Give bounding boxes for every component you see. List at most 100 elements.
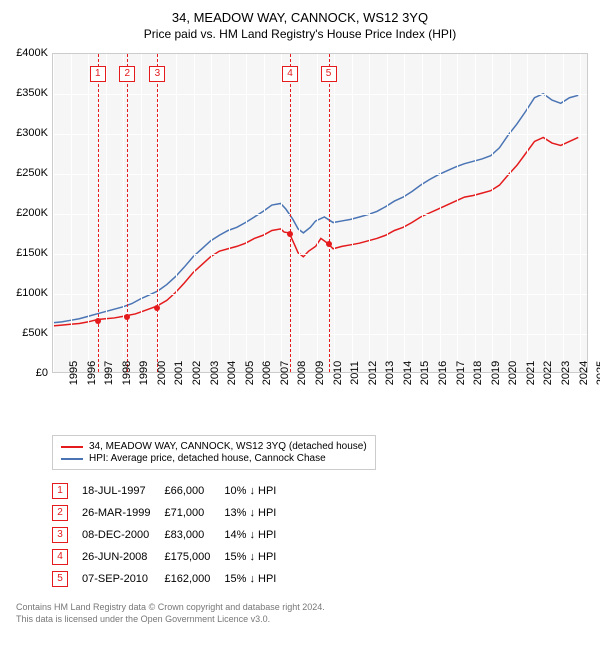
sale-marker-badge: 1 [90, 66, 106, 82]
sale-badge: 5 [52, 571, 68, 587]
gridline-v [317, 54, 318, 372]
gridline-v [387, 54, 388, 372]
gridline-v [53, 54, 54, 372]
sale-marker-line [329, 54, 330, 372]
footer-line-1: Contains HM Land Registry data © Crown c… [16, 602, 592, 614]
gridline-v [492, 54, 493, 372]
sale-badge: 4 [52, 549, 68, 565]
gridline-v [176, 54, 177, 372]
gridline-v [563, 54, 564, 372]
gridline-v [545, 54, 546, 372]
legend-label: HPI: Average price, detached house, Cann… [89, 453, 326, 464]
gridline-v [211, 54, 212, 372]
sale-delta: 10% ↓ HPI [224, 480, 290, 502]
gridline-v [141, 54, 142, 372]
sale-date: 07-SEP-2010 [82, 568, 164, 590]
sale-delta: 15% ↓ HPI [224, 546, 290, 568]
table-row: 1 18-JUL-1997£66,00010% ↓ HPI [52, 480, 290, 502]
gridline-v [71, 54, 72, 372]
series-dot [95, 318, 101, 324]
gridline-v [334, 54, 335, 372]
table-row: 226-MAR-1999£71,00013% ↓ HPI [52, 502, 290, 524]
gridline-v [194, 54, 195, 372]
legend-swatch [61, 446, 83, 448]
series-dot [154, 305, 160, 311]
sale-marker-badge: 2 [119, 66, 135, 82]
attribution-footer: Contains HM Land Registry data © Crown c… [16, 602, 592, 625]
sale-date: 08-DEC-2000 [82, 524, 164, 546]
gridline-h [53, 214, 587, 215]
legend-swatch [61, 458, 83, 460]
legend-label: 34, MEADOW WAY, CANNOCK, WS12 3YQ (detac… [89, 441, 367, 452]
x-tick-label: 2025 [579, 361, 600, 385]
gridline-v [352, 54, 353, 372]
gridline-v [422, 54, 423, 372]
sale-marker-badge: 3 [149, 66, 165, 82]
table-row: 308-DEC-2000£83,00014% ↓ HPI [52, 524, 290, 546]
gridline-h [53, 294, 587, 295]
y-tick-label: £0 [8, 367, 48, 379]
sale-date: 26-MAR-1999 [82, 502, 164, 524]
gridline-v [510, 54, 511, 372]
gridline-v [404, 54, 405, 372]
sale-marker-line [127, 54, 128, 372]
gridline-v [88, 54, 89, 372]
gridline-v [440, 54, 441, 372]
legend: 34, MEADOW WAY, CANNOCK, WS12 3YQ (detac… [52, 435, 376, 470]
sale-marker-line [98, 54, 99, 372]
sale-badge: 1 [52, 483, 68, 499]
y-tick-label: £400K [8, 47, 48, 59]
y-tick-label: £300K [8, 127, 48, 139]
gridline-v [106, 54, 107, 372]
sale-marker-badge: 5 [321, 66, 337, 82]
gridline-v [123, 54, 124, 372]
sale-price: £71,000 [164, 502, 224, 524]
series-dot [326, 241, 332, 247]
y-tick-label: £100K [8, 287, 48, 299]
table-row: 4 26-JUN-2008£175,00015% ↓ HPI [52, 546, 290, 568]
sale-badge: 2 [52, 505, 68, 521]
gridline-v [475, 54, 476, 372]
sale-date: 18-JUL-1997 [82, 480, 164, 502]
gridline-v [281, 54, 282, 372]
gridline-v [457, 54, 458, 372]
gridline-h [53, 174, 587, 175]
sale-marker-line [157, 54, 158, 372]
y-tick-label: £350K [8, 87, 48, 99]
gridline-v [264, 54, 265, 372]
sale-price: £162,000 [164, 568, 224, 590]
sale-date: 26-JUN-2008 [82, 546, 164, 568]
series-dot [287, 231, 293, 237]
sale-delta: 14% ↓ HPI [224, 524, 290, 546]
gridline-v [527, 54, 528, 372]
gridline-h [53, 334, 587, 335]
gridline-h [53, 134, 587, 135]
gridline-h [53, 94, 587, 95]
chart-subtitle: Price paid vs. HM Land Registry's House … [8, 27, 592, 41]
footer-line-2: This data is licensed under the Open Gov… [16, 614, 592, 626]
y-tick-label: £50K [8, 327, 48, 339]
sale-badge: 3 [52, 527, 68, 543]
y-tick-label: £250K [8, 167, 48, 179]
series-dot [124, 314, 130, 320]
y-tick-label: £200K [8, 207, 48, 219]
sale-price: £66,000 [164, 480, 224, 502]
sale-marker-line [290, 54, 291, 372]
sale-price: £175,000 [164, 546, 224, 568]
gridline-v [369, 54, 370, 372]
gridline-v [580, 54, 581, 372]
chart-container: £0 £50K £100K £150K £200K £250K £300K £350K £400… [8, 49, 592, 429]
legend-item: 34, MEADOW WAY, CANNOCK, WS12 3YQ (detac… [61, 441, 367, 452]
series-lines [53, 54, 587, 372]
sale-marker-badge: 4 [282, 66, 298, 82]
sales-table: 1 18-JUL-1997£66,00010% ↓ HPI 2 26-MAR-1999… [52, 480, 290, 590]
sale-delta: 15% ↓ HPI [224, 568, 290, 590]
gridline-v [229, 54, 230, 372]
plot-area: 123 4 5 [52, 53, 588, 373]
gridline-h [53, 254, 587, 255]
gridline-v [299, 54, 300, 372]
legend-item: HPI: Average price, detached house, Cann… [61, 453, 367, 464]
gridline-v [158, 54, 159, 372]
chart-title: 34, MEADOW WAY, CANNOCK, WS12 3YQ [8, 10, 592, 25]
y-tick-label: £150K [8, 247, 48, 259]
